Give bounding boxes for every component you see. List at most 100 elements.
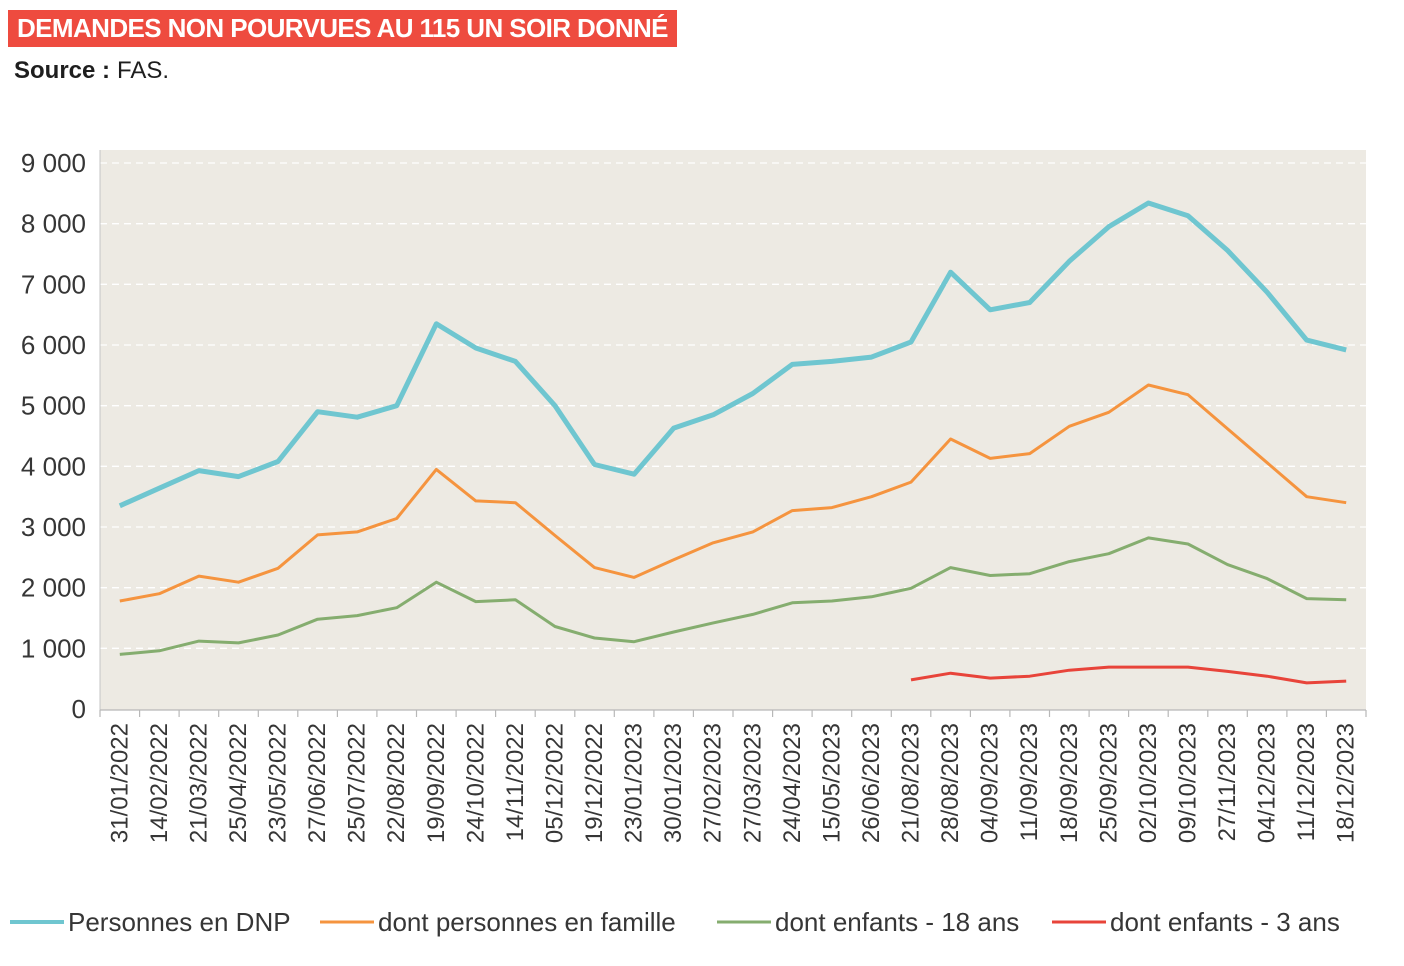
data-point (908, 585, 914, 591)
data-point (1185, 213, 1191, 219)
data-point (552, 533, 558, 539)
data-point (1027, 673, 1033, 679)
y-axis-labels: 0 1 000 2 000 3 000 4 000 5 000 6 000 7 000 8 00… (21, 148, 86, 724)
data-point (473, 345, 479, 351)
y-tick-label: 3 000 (21, 512, 86, 542)
data-point (196, 638, 202, 644)
x-tick-label: 18/12/2023 (1333, 723, 1360, 843)
data-point (1343, 500, 1349, 506)
data-point (1343, 347, 1349, 353)
data-point (829, 505, 835, 511)
data-point (196, 573, 202, 579)
data-point (1343, 597, 1349, 603)
data-point (750, 391, 756, 397)
data-point (275, 459, 281, 465)
x-tick-label: 14/11/2022 (502, 723, 529, 841)
data-point (1066, 559, 1072, 565)
data-point (1027, 300, 1033, 306)
data-point (671, 425, 677, 431)
legend-item-dont-enfants-3-ans: dont enfants - 3 ans (1052, 907, 1340, 937)
series-dont-enfants-3-ans (910, 664, 1349, 686)
data-point (1027, 571, 1033, 577)
x-tick-label: 25/09/2023 (1095, 723, 1122, 843)
data-point (275, 565, 281, 571)
data-point (1106, 664, 1112, 670)
data-point (394, 516, 400, 522)
x-tick-label: 05/12/2022 (542, 723, 569, 843)
series-line (119, 383, 1347, 603)
data-point (473, 599, 479, 605)
data-point (117, 598, 123, 604)
legend: Personnes en DNP dont personnes en famill… (10, 907, 1340, 937)
data-point (1304, 680, 1310, 686)
data-point (948, 269, 954, 275)
x-tick-label: 24/10/2022 (462, 723, 489, 843)
data-point (750, 611, 756, 617)
data-point (1106, 224, 1112, 230)
data-point (433, 579, 439, 585)
data-point (987, 573, 993, 579)
data-point (156, 591, 162, 597)
data-point (1066, 667, 1072, 673)
data-point (592, 462, 598, 468)
x-tick-label: 02/10/2023 (1135, 723, 1162, 843)
data-point (710, 540, 716, 546)
x-tick-label: 09/10/2023 (1175, 723, 1202, 843)
data-point (1225, 562, 1231, 568)
x-tick-label: 28/08/2023 (937, 723, 964, 843)
data-point (1343, 678, 1349, 684)
x-tick-label: 15/05/2023 (818, 723, 845, 843)
data-point (354, 613, 360, 619)
data-point (394, 403, 400, 409)
x-tick-label: 26/06/2023 (858, 723, 885, 843)
source-line: Source : FAS. (14, 57, 169, 85)
data-point (869, 354, 875, 360)
data-point (1145, 664, 1151, 670)
series-lines (117, 200, 1349, 686)
x-tick-label: 11/12/2023 (1293, 723, 1320, 841)
data-point (236, 640, 242, 646)
data-point (433, 466, 439, 472)
data-point (631, 471, 637, 477)
data-point (908, 339, 914, 345)
x-tick-label: 27/11/2023 (1214, 723, 1241, 841)
data-point (156, 648, 162, 654)
data-point (789, 600, 795, 606)
data-point (117, 651, 123, 657)
series-dont-personnes-en-famille (117, 383, 1349, 604)
x-tick-label: 24/04/2023 (779, 723, 806, 843)
x-tick-label: 27/02/2023 (700, 723, 727, 843)
x-tick-label: 04/12/2023 (1254, 723, 1281, 843)
data-point (948, 565, 954, 571)
x-tick-label: 18/09/2023 (1056, 723, 1083, 843)
data-point (1304, 596, 1310, 602)
source-value: FAS. (117, 57, 170, 84)
x-tick-label: 25/04/2022 (225, 723, 252, 843)
data-point (671, 629, 677, 635)
data-point (750, 529, 756, 535)
data-point (156, 485, 162, 491)
data-point (948, 670, 954, 676)
data-point (1066, 423, 1072, 429)
series-personnes-en-dnp (118, 200, 1349, 509)
data-point (275, 632, 281, 638)
legend-item-dont-personnes-en-famille: dont personnes en famille (320, 907, 676, 937)
data-point (592, 565, 598, 571)
data-point (1185, 541, 1191, 547)
data-point (1106, 551, 1112, 557)
y-tick-label: 2 000 (21, 573, 86, 603)
data-point (631, 639, 637, 645)
data-point (354, 529, 360, 535)
data-point (512, 597, 518, 603)
x-tick-label: 22/08/2022 (383, 723, 410, 843)
data-point (1027, 451, 1033, 457)
data-point (908, 479, 914, 485)
x-tick-label: 23/01/2023 (621, 723, 648, 843)
x-tick-label: 31/01/2022 (106, 723, 133, 843)
data-point (552, 624, 558, 630)
x-tick-label: 19/09/2022 (423, 723, 450, 843)
data-point (1225, 668, 1231, 674)
x-tick-label: 23/05/2022 (265, 723, 292, 843)
data-point (236, 474, 242, 480)
